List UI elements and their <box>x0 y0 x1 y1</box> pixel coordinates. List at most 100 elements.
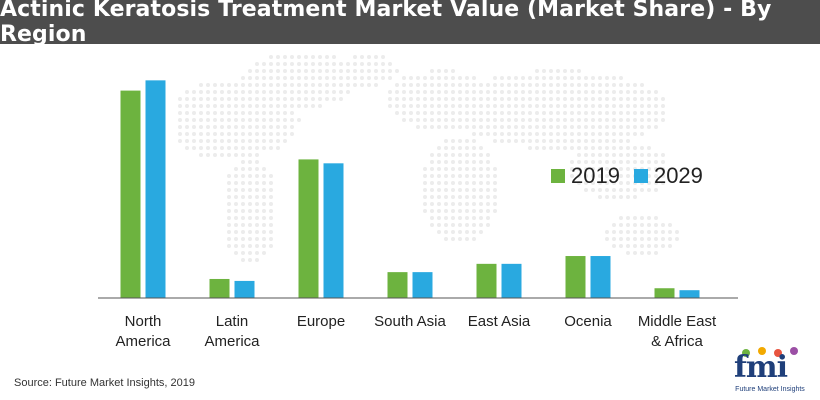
map-dot <box>213 125 217 129</box>
map-dot <box>451 223 455 227</box>
map-dot <box>633 251 637 255</box>
map-dot <box>528 90 532 94</box>
map-dot <box>262 125 266 129</box>
map-dot <box>255 195 259 199</box>
map-dot <box>465 104 469 108</box>
map-dot <box>619 195 623 199</box>
map-dot <box>255 153 259 157</box>
map-dot <box>283 76 287 80</box>
map-dot <box>437 202 441 206</box>
map-dot <box>458 76 462 80</box>
map-dot <box>549 69 553 73</box>
map-dot <box>199 97 203 101</box>
map-dot <box>577 97 581 101</box>
map-dot <box>437 125 441 129</box>
map-dot <box>206 132 210 136</box>
map-dot <box>248 139 252 143</box>
map-dot <box>647 223 651 227</box>
map-dot <box>234 146 238 150</box>
map-dot <box>626 111 630 115</box>
map-dot <box>199 90 203 94</box>
map-dot <box>269 139 273 143</box>
map-dot <box>647 181 651 185</box>
map-dot <box>626 83 630 87</box>
map-dot <box>269 76 273 80</box>
map-dot <box>206 111 210 115</box>
map-dot <box>465 230 469 234</box>
map-dot <box>507 125 511 129</box>
map-dot <box>507 90 511 94</box>
map-dot <box>276 76 280 80</box>
map-dot <box>598 118 602 122</box>
map-dot <box>444 209 448 213</box>
map-dot <box>444 167 448 171</box>
map-dot <box>668 230 672 234</box>
map-dot <box>325 97 329 101</box>
map-dot <box>276 62 280 66</box>
map-dot <box>437 69 441 73</box>
map-dot <box>591 83 595 87</box>
map-dot <box>626 167 630 171</box>
map-dot <box>626 223 630 227</box>
map-dot <box>535 146 539 150</box>
map-dot <box>290 97 294 101</box>
map-dot <box>213 104 217 108</box>
map-dot <box>514 132 518 136</box>
map-dot <box>206 97 210 101</box>
map-dot <box>241 188 245 192</box>
map-dot <box>444 97 448 101</box>
map-dot <box>479 97 483 101</box>
map-dot <box>269 237 273 241</box>
map-dot <box>612 76 616 80</box>
map-dot <box>248 76 252 80</box>
map-dot <box>255 146 259 150</box>
map-dot <box>318 55 322 59</box>
map-dot <box>514 83 518 87</box>
map-dot <box>479 181 483 185</box>
map-dot <box>458 146 462 150</box>
map-dot <box>353 83 357 87</box>
map-dot <box>612 237 616 241</box>
map-dot <box>444 83 448 87</box>
map-dot <box>241 118 245 122</box>
map-dot <box>605 139 609 143</box>
map-dot <box>458 174 462 178</box>
map-dot <box>213 97 217 101</box>
map-dot <box>388 69 392 73</box>
map-dot <box>591 90 595 94</box>
map-dot <box>479 104 483 108</box>
map-dot <box>430 118 434 122</box>
map-dot <box>402 76 406 80</box>
map-dot <box>465 146 469 150</box>
map-dot <box>661 160 665 164</box>
map-dot <box>444 160 448 164</box>
map-dot <box>633 83 637 87</box>
map-dot <box>451 118 455 122</box>
map-dot <box>486 132 490 136</box>
map-dot <box>388 90 392 94</box>
map-dot <box>444 195 448 199</box>
map-dot <box>542 111 546 115</box>
map-dot <box>360 62 364 66</box>
map-dot <box>486 181 490 185</box>
map-dot <box>290 76 294 80</box>
map-dot <box>332 83 336 87</box>
map-dot <box>542 90 546 94</box>
map-dot <box>178 139 182 143</box>
map-dot <box>437 90 441 94</box>
map-dot <box>647 230 651 234</box>
map-dot <box>598 174 602 178</box>
map-dot <box>493 97 497 101</box>
fmi-logo: fmi Future Market Insights <box>728 346 812 396</box>
map-dot <box>619 174 623 178</box>
map-dot <box>451 90 455 94</box>
map-dot <box>654 118 658 122</box>
map-dot <box>248 160 252 164</box>
map-dot <box>381 62 385 66</box>
map-dot <box>402 118 406 122</box>
map-dot <box>430 195 434 199</box>
map-dot <box>598 153 602 157</box>
map-dot <box>647 104 651 108</box>
map-dot <box>269 69 273 73</box>
map-dot <box>486 111 490 115</box>
